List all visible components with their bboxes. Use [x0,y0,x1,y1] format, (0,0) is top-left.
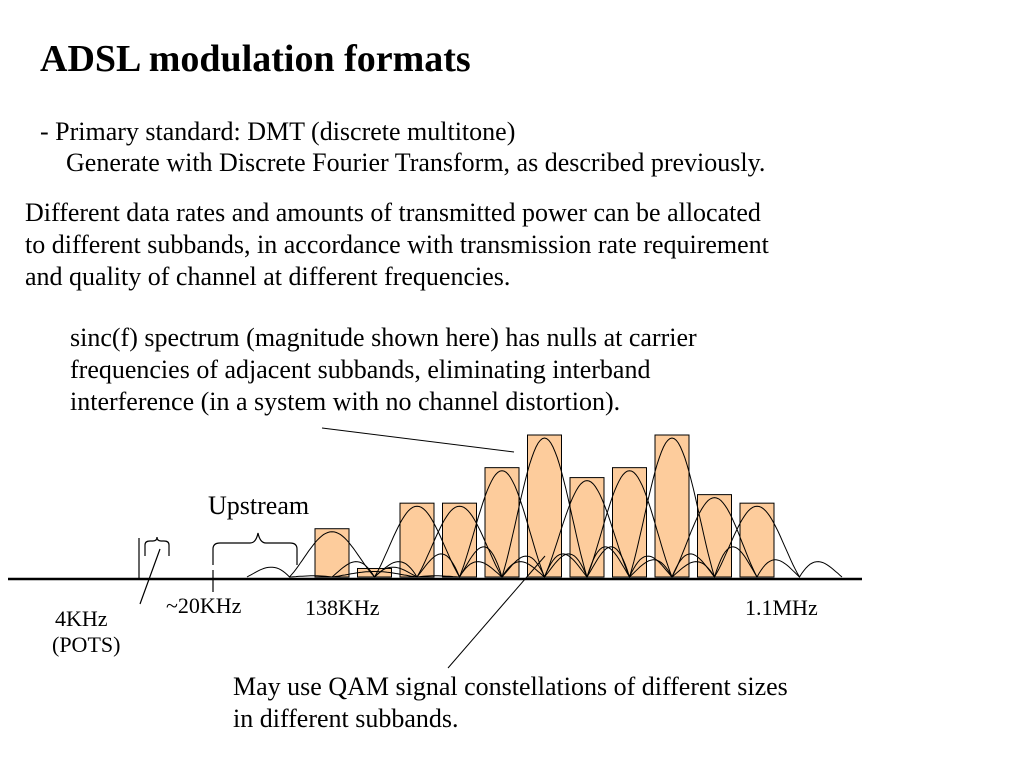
sinc-curve [331,505,503,578]
qam-annotation-pointer [447,555,546,669]
paragraph-line: Different data rates and amounts of tran… [25,198,761,227]
sinc-curve [289,571,460,578]
upstream-bracket [212,532,298,592]
pots-pointer-line [139,548,161,605]
sinc-curve [671,505,843,578]
subband-bar [357,567,392,578]
sinc-curve [246,531,418,578]
sinc-curve [544,470,715,579]
dft-generation-note: Generate with Discrete Fourier Transform… [66,148,766,177]
pots-label: (POTS) [52,632,121,657]
sinc-spectrum-annotation: sinc(f) spectrum (magnitude shown here) … [70,322,697,418]
annotation-line: in different subbands. [233,704,459,733]
subband-bar [442,502,477,578]
subband-bar [527,434,562,578]
sinc-curve [374,505,545,578]
paragraph-line: and quality of channel at different freq… [25,262,511,291]
sinc-curve [459,437,630,579]
freq-label-1-1mhz: 1.1MHz [745,595,818,620]
subband-bar [654,434,690,578]
annotation-line: May use QAM signal constellations of dif… [233,672,788,701]
upstream-label: Upstream [208,491,310,520]
subband-bar [569,477,605,578]
primary-standard-bullet: - Primary standard: DMT (discrete multit… [40,117,516,146]
annotation-line: frequencies of adjacent subbands, elimin… [70,355,651,384]
subband-bar [739,502,775,578]
annotation-line: sinc(f) spectrum (magnitude shown here) … [70,323,697,352]
freq-label-4khz: 4KHz [55,606,108,631]
subband-allocation-paragraph: Different data rates and amounts of tran… [25,197,769,293]
paragraph-line: to different subbands, in accordance wit… [25,230,769,259]
subband-bar [484,467,520,578]
sinc-curve [416,470,588,579]
qam-annotation: May use QAM signal constellations of dif… [233,671,788,735]
sinc-curve [629,497,800,579]
freq-label-138khz: 138KHz [305,595,380,620]
pots-bracket [138,536,170,605]
sinc-annotation-pointer [321,427,515,453]
subband-bars [314,434,775,578]
slide-title: ADSL modulation formats [40,38,471,80]
sinc-curves [246,437,843,579]
sinc-curve [501,480,673,579]
annotation-line: interference (in a system with no channe… [70,387,621,416]
freq-label-20khz: ~20KHz [166,593,242,618]
subband-bar [314,528,350,578]
